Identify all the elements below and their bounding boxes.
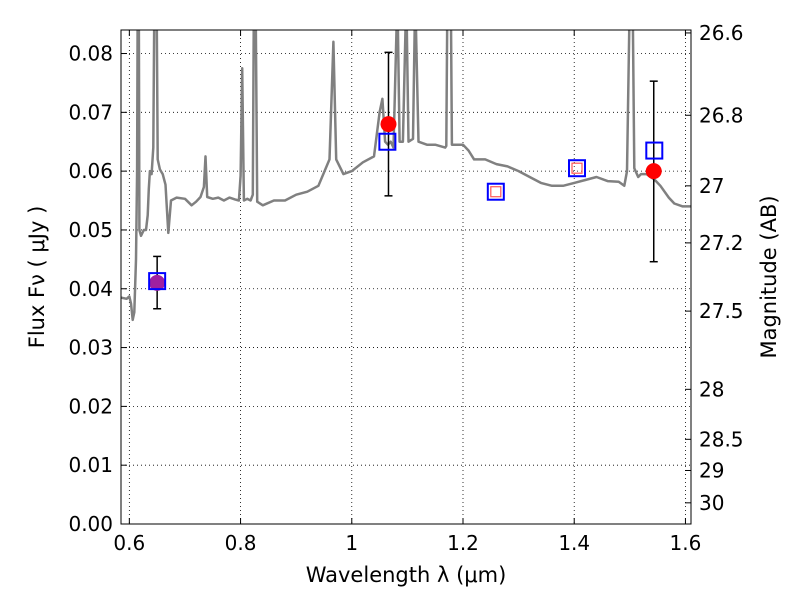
flux-point	[645, 163, 662, 180]
y-tick-label: 0.01	[68, 453, 113, 477]
spectrum-line	[121, 30, 691, 322]
y-tick-label: 0.05	[68, 218, 113, 242]
y-tick-label: 0.00	[68, 512, 113, 536]
y-tick-label: 0.04	[68, 277, 113, 301]
y-tick-label: 0.08	[68, 42, 113, 66]
inner-square	[571, 162, 583, 174]
x-tick-label: 1.4	[558, 531, 590, 555]
grid-lines	[121, 30, 691, 525]
x-tick-label: 0.6	[113, 531, 145, 555]
model-square	[378, 132, 397, 151]
flux-point	[380, 116, 397, 133]
flux-point	[149, 274, 166, 291]
model-square	[486, 182, 505, 201]
y-tick-label: 0.07	[68, 100, 113, 124]
right-axis-label: Magnitude (AB)	[757, 195, 781, 358]
right-tick-label: 27.5	[699, 299, 744, 323]
model-spectrum	[121, 30, 691, 322]
x-axis-label: Wavelength λ (μm)	[306, 563, 507, 587]
y-tick-label: 0.02	[68, 394, 113, 418]
inner-square	[490, 186, 502, 198]
plot-frame	[120, 29, 692, 525]
right-tick-label: 26.8	[699, 103, 744, 127]
x-axis-ticks: 0.6 0.8 1 1.2 1.4 1.6	[113, 30, 701, 555]
right-axis-ticks: 26.6 26.8 27 27.2 27.5 28 28.5 29 30	[685, 21, 744, 515]
x-tick-label: 1	[345, 531, 358, 555]
data-markers	[148, 116, 664, 291]
right-tick-label: 30	[699, 491, 724, 515]
x-tick-label: 1.2	[447, 531, 479, 555]
right-tick-label: 27.2	[699, 231, 744, 255]
x-tick-label: 0.8	[225, 531, 257, 555]
right-tick-label: 27	[699, 174, 724, 198]
right-tick-label: 28.5	[699, 427, 744, 451]
y-tick-label: 0.06	[68, 159, 113, 183]
model-square	[568, 159, 586, 178]
y-axis-label: Flux Fν ( μJy )	[25, 206, 49, 349]
right-tick-label: 26.6	[699, 21, 744, 45]
y-tick-label: 0.03	[68, 336, 113, 360]
right-tick-label: 28	[699, 377, 724, 401]
model-square	[148, 272, 167, 291]
model-square	[645, 141, 664, 160]
x-tick-label: 1.6	[670, 531, 702, 555]
right-tick-label: 29	[699, 458, 724, 482]
y-axis-ticks: 0.00 0.01 0.02 0.03 0.04 0.05 0.06 0.07 0.08	[68, 42, 127, 536]
